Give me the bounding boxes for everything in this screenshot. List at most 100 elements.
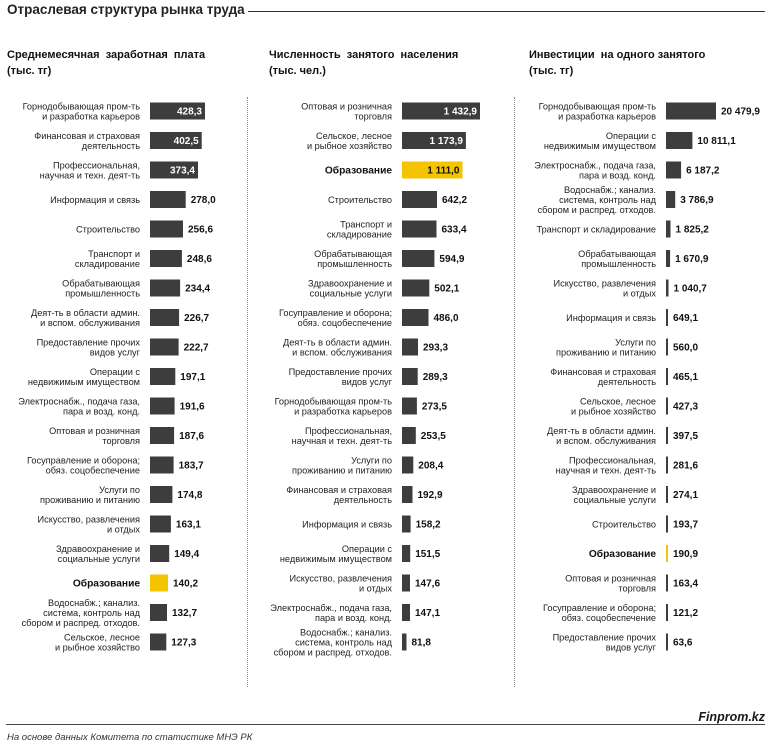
value-label: 163,4 bbox=[673, 579, 698, 590]
bar-row: Транспорт и складирование 1 825,2 bbox=[536, 220, 709, 238]
source-note: На основе данных Комитета по статистике … bbox=[7, 732, 253, 743]
value-label: 197,1 bbox=[180, 372, 205, 383]
category-label: Образование bbox=[589, 548, 656, 560]
category-label: Информация и связь bbox=[50, 195, 140, 205]
value-label: 10 811,1 bbox=[697, 136, 736, 147]
bar bbox=[666, 456, 668, 474]
bar-row: Информация и связь 649,1 bbox=[566, 309, 698, 326]
column-divider bbox=[514, 97, 515, 687]
bar-row: Обрабатывающая промышленность 594,9 bbox=[314, 249, 465, 269]
bar-row: Электроснабж., подача газа, пара и возд. … bbox=[270, 603, 440, 623]
bar-row: Образование 140,2 bbox=[73, 574, 198, 592]
value-label: 274,1 bbox=[673, 490, 698, 501]
bar-row: Профессиональная, научная и техн. деят-ть… bbox=[40, 160, 198, 180]
value-label: 190,9 bbox=[673, 549, 698, 560]
bar bbox=[150, 102, 205, 120]
value-label: 465,1 bbox=[673, 372, 698, 383]
bar-row: Операции с недвижимым имуществом 10 811,1 bbox=[544, 131, 736, 151]
footer-rule bbox=[6, 724, 765, 725]
bar-row: Операции с недвижимым имуществом 197,1 bbox=[28, 367, 206, 387]
category-label: Информация и связь bbox=[302, 519, 392, 529]
bar bbox=[666, 102, 716, 120]
bar-row: Информация и связь 278,0 bbox=[50, 191, 216, 208]
category-label: Информация и связь bbox=[566, 313, 656, 323]
value-label: 649,1 bbox=[673, 313, 698, 324]
bar-row: Образование 190,9 bbox=[589, 545, 698, 562]
bar bbox=[150, 397, 175, 415]
value-label: 149,4 bbox=[174, 549, 199, 560]
value-label: 373,4 bbox=[170, 166, 195, 177]
bar bbox=[666, 574, 668, 592]
bar bbox=[666, 191, 676, 208]
bar-row: Здравоохранение и социальные услуги 502,1 bbox=[308, 278, 460, 298]
value-label: 402,5 bbox=[174, 136, 199, 147]
bar bbox=[150, 309, 180, 326]
bar-row: Оптовая и розничная торговля 187,6 bbox=[49, 426, 204, 446]
category-label: Обрабатывающая промышленность bbox=[314, 249, 392, 269]
bar-row: Здравоохранение и социальные услуги 274,1 bbox=[572, 485, 698, 505]
category-label: Здравоохранение и социальные услуги bbox=[308, 278, 392, 298]
value-label: 273,5 bbox=[422, 402, 447, 413]
value-label: 183,7 bbox=[179, 461, 204, 472]
bar-row: Предоставление прочих видов услуг 289,3 bbox=[289, 367, 449, 387]
bar bbox=[150, 338, 179, 356]
bar bbox=[402, 250, 435, 267]
bar bbox=[402, 220, 437, 238]
bar-row: Оптовая и розничная торговля 163,4 bbox=[565, 573, 698, 593]
bar-row: Водоснабж.; канализ. система, контроль на… bbox=[538, 185, 714, 215]
value-label: 208,4 bbox=[418, 461, 443, 472]
category-label: Искусство, развлечения и отдых bbox=[290, 573, 393, 593]
bar bbox=[402, 368, 418, 385]
value-label: 486,0 bbox=[434, 313, 459, 324]
category-label: Услуги по проживанию и питанию bbox=[556, 337, 656, 357]
bar bbox=[150, 220, 183, 238]
category-label: Операции с недвижимым имуществом bbox=[544, 131, 657, 151]
value-label: 1 173,9 bbox=[430, 136, 464, 147]
bar-row: Предоставление прочих видов услуг 222,7 bbox=[37, 337, 209, 357]
bar bbox=[666, 338, 668, 356]
category-label: Горнодобывающая пром-ть и разработка карь… bbox=[275, 396, 393, 416]
category-label: Горнодобывающая пром-ть и разработка карь… bbox=[539, 101, 657, 121]
value-label: 428,3 bbox=[177, 107, 202, 118]
category-label: Сельское, лесное и рыбное хозяйство bbox=[55, 632, 140, 652]
bar-row: Электроснабж., подача газа, пара и возд. … bbox=[534, 160, 720, 180]
bar bbox=[666, 604, 668, 621]
bar-row: Строительство 256,6 bbox=[76, 220, 213, 238]
bar bbox=[150, 132, 202, 149]
category-label: Деят-ть в области админ. и вспом. обслужи… bbox=[31, 308, 140, 328]
header: Отраслевая структура рынка труда bbox=[0, 0, 773, 26]
category-label: Электроснабж., подача газа, пара и возд. … bbox=[534, 160, 656, 180]
bar bbox=[150, 486, 173, 503]
category-label: Госуправление и оборона; обяз. соцобеспеч… bbox=[543, 603, 656, 623]
category-label: Финансовая и страховая деятельность bbox=[34, 131, 140, 151]
value-label: 127,3 bbox=[171, 638, 196, 649]
bar bbox=[150, 545, 170, 562]
bar-row: Деят-ть в области админ. и вспом. обслужи… bbox=[31, 308, 210, 328]
category-label: Обрабатывающая промышленность bbox=[578, 249, 656, 269]
value-label: 191,6 bbox=[180, 402, 205, 413]
value-label: 20 479,9 bbox=[721, 107, 760, 118]
bar-row: Деят-ть в области админ. и вспом. обслужи… bbox=[547, 426, 698, 446]
bar bbox=[666, 633, 668, 651]
value-label: 187,6 bbox=[179, 431, 204, 442]
category-label: Транспорт и складирование bbox=[327, 219, 392, 239]
bar bbox=[666, 368, 668, 385]
value-label: 147,6 bbox=[415, 579, 440, 590]
category-label: Предоставление прочих видов услуг bbox=[37, 337, 141, 357]
page-title: Отраслевая структура рынка труда bbox=[7, 2, 245, 17]
value-label: 253,5 bbox=[421, 431, 446, 442]
value-label: 1 432,9 bbox=[444, 107, 478, 118]
value-label: 222,7 bbox=[184, 343, 209, 354]
value-label: 248,6 bbox=[187, 254, 212, 265]
category-label: Профессиональная, научная и техн. деят-ть bbox=[292, 426, 393, 446]
value-label: 132,7 bbox=[172, 608, 197, 619]
bar-row: Финансовая и страховая деятельность 465,1 bbox=[550, 367, 698, 387]
chart-title-salary: Среднемесячная заработная плата (тыс. тг… bbox=[7, 49, 206, 77]
bar bbox=[666, 132, 693, 149]
category-label: Строительство bbox=[76, 224, 140, 234]
bar bbox=[402, 279, 430, 297]
value-label: 226,7 bbox=[184, 313, 209, 324]
value-label: 1 040,7 bbox=[674, 284, 708, 295]
bar-row: Госуправление и оборона; обяз. соцобеспеч… bbox=[543, 603, 698, 623]
value-label: 121,2 bbox=[673, 608, 698, 619]
